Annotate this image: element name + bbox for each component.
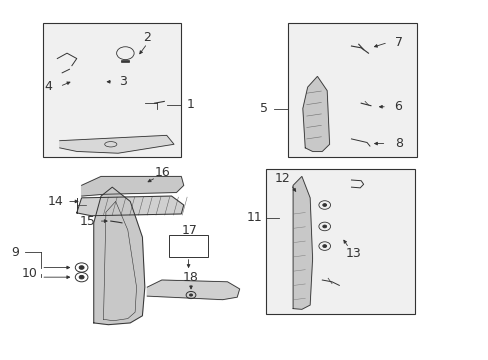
Text: 5: 5	[260, 102, 267, 115]
Polygon shape	[77, 196, 183, 216]
Text: 8: 8	[394, 137, 402, 150]
Text: 11: 11	[246, 211, 262, 224]
Circle shape	[79, 266, 84, 269]
Text: 1: 1	[187, 99, 195, 112]
Text: 4: 4	[44, 80, 52, 93]
Text: 10: 10	[21, 267, 38, 280]
Text: 9: 9	[11, 246, 19, 258]
Circle shape	[322, 203, 326, 206]
Polygon shape	[292, 176, 312, 309]
Bar	[266, 169, 414, 314]
Text: 18: 18	[183, 271, 199, 284]
Bar	[42, 23, 181, 157]
Circle shape	[79, 275, 84, 279]
Circle shape	[322, 225, 326, 228]
Text: 3: 3	[119, 75, 126, 88]
Text: 17: 17	[181, 224, 197, 237]
Polygon shape	[81, 176, 183, 196]
Text: 15: 15	[80, 215, 96, 228]
Text: 14: 14	[48, 195, 63, 208]
Text: 12: 12	[274, 172, 290, 185]
Polygon shape	[302, 76, 329, 152]
Text: 6: 6	[393, 100, 401, 113]
Polygon shape	[60, 135, 174, 153]
Text: 2: 2	[143, 31, 151, 44]
Polygon shape	[147, 280, 239, 300]
Text: 16: 16	[155, 166, 170, 179]
Circle shape	[322, 245, 326, 248]
Bar	[169, 235, 207, 257]
Polygon shape	[94, 187, 144, 325]
Bar	[287, 23, 416, 157]
Text: 7: 7	[394, 36, 402, 49]
Circle shape	[189, 294, 192, 296]
Text: 13: 13	[346, 247, 361, 260]
